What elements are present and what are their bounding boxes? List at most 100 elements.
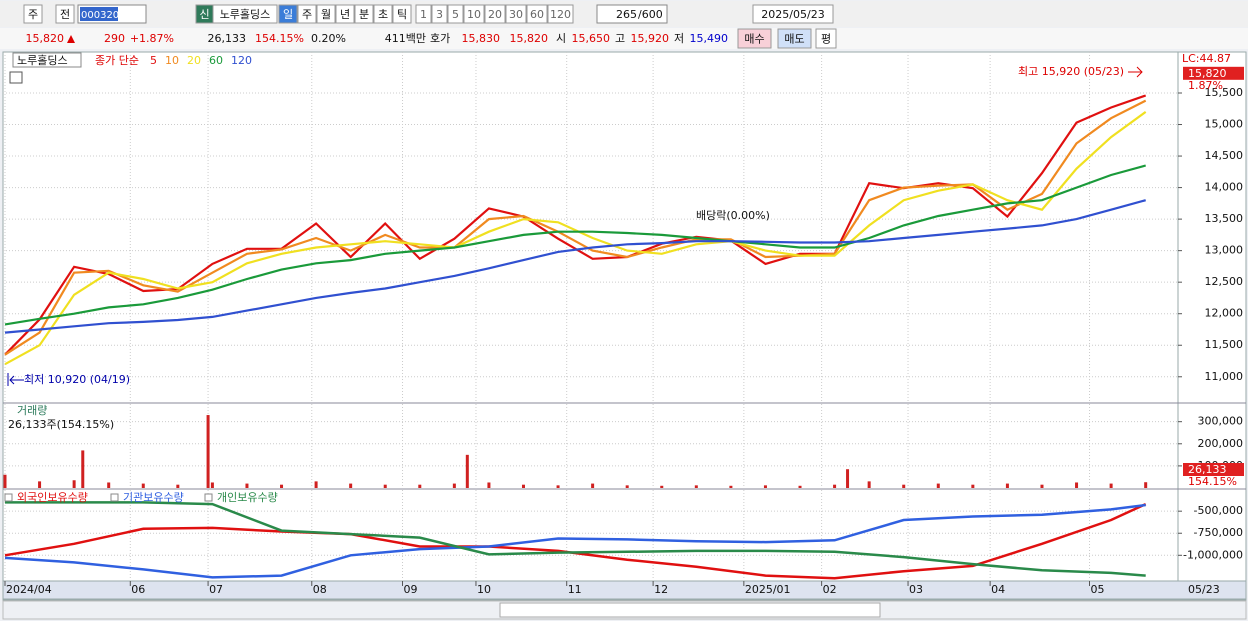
volume-bar bbox=[1075, 482, 1079, 488]
quote-bar bbox=[0, 28, 1248, 49]
count-button-box[interactable] bbox=[447, 4, 464, 24]
series-line bbox=[4, 199, 1146, 334]
volume-bar bbox=[694, 485, 698, 488]
market-button[interactable]: 주 bbox=[28, 8, 38, 21]
x-tick-label: 03 bbox=[909, 583, 923, 596]
sell-button[interactable]: 매도 bbox=[784, 33, 804, 46]
volume-bar bbox=[1005, 483, 1009, 488]
lc-label: LC:44.87 bbox=[1182, 52, 1231, 65]
x-tick-label: 10 bbox=[477, 583, 491, 596]
buy-button-box[interactable] bbox=[737, 28, 772, 49]
last-price: 15,820 bbox=[1188, 67, 1227, 80]
legend-check[interactable] bbox=[204, 493, 213, 502]
y-tick-label: 300,000 bbox=[1198, 415, 1244, 428]
count-button[interactable]: 30 bbox=[509, 8, 523, 21]
date-input[interactable]: 2025/05/23 bbox=[761, 8, 824, 21]
prev-button[interactable]: 전 bbox=[60, 8, 70, 21]
count-button-box[interactable] bbox=[431, 4, 448, 24]
legend-entry: 120 bbox=[231, 54, 252, 67]
count-button-box[interactable] bbox=[526, 4, 548, 24]
stock-name[interactable]: 노루홀딩스 bbox=[220, 8, 271, 21]
period-button[interactable]: 틱 bbox=[397, 8, 407, 21]
chart-title: 노루홀딩스 bbox=[17, 54, 68, 67]
volume-bar bbox=[846, 469, 850, 488]
stock-name-box[interactable] bbox=[212, 4, 278, 24]
count-button-box[interactable] bbox=[484, 4, 506, 24]
quote-ask: 15,830 bbox=[462, 32, 501, 45]
count: 265 bbox=[616, 8, 637, 21]
last-volume: 26,133 bbox=[1188, 463, 1227, 476]
quote-low-label: 저 bbox=[674, 32, 684, 45]
chart-area bbox=[2, 51, 1247, 601]
period-button-box[interactable] bbox=[392, 4, 412, 24]
dividend-annotation: 배당락(0.00%) bbox=[696, 209, 770, 222]
count-button[interactable]: 5 bbox=[452, 8, 459, 21]
period-button-box[interactable] bbox=[335, 4, 355, 24]
period-button[interactable]: 분 bbox=[359, 8, 369, 21]
count-button[interactable]: 3 bbox=[436, 8, 443, 21]
legend-check[interactable] bbox=[110, 493, 119, 502]
volume-bar bbox=[798, 485, 802, 488]
volume-bar bbox=[591, 483, 595, 488]
avg-button[interactable]: 평 bbox=[821, 33, 831, 46]
quote-high: 15,920 bbox=[631, 32, 670, 45]
count-button[interactable]: 60 bbox=[530, 8, 544, 21]
legend-entry: 20 bbox=[187, 54, 201, 67]
period-button-box[interactable] bbox=[373, 4, 393, 24]
quote-bid: 15,820 bbox=[510, 32, 549, 45]
period-button-box[interactable] bbox=[354, 4, 374, 24]
period-button-box[interactable] bbox=[297, 4, 317, 24]
x-tick-label: 2025/01 bbox=[745, 583, 791, 596]
count-input[interactable] bbox=[596, 4, 668, 24]
period-button[interactable]: 주 bbox=[302, 8, 312, 21]
volume-bar bbox=[625, 485, 629, 488]
count-button[interactable]: 20 bbox=[488, 8, 502, 21]
buy-button[interactable]: 매수 bbox=[744, 33, 764, 46]
volume-bar bbox=[971, 484, 975, 488]
x-tick-label: 04 bbox=[991, 583, 1005, 596]
y-tick-label: 200,000 bbox=[1198, 437, 1244, 450]
count-button[interactable]: 10 bbox=[467, 8, 481, 21]
period-button-box[interactable] bbox=[278, 4, 298, 24]
name-tag: 신 bbox=[199, 8, 209, 21]
sell-button-box[interactable] bbox=[777, 28, 812, 49]
period-button[interactable]: 초 bbox=[378, 8, 388, 21]
calendar-icon[interactable] bbox=[9, 71, 23, 84]
volume-bar bbox=[521, 484, 525, 488]
y-tick-label: 15,000 bbox=[1205, 118, 1244, 131]
y-tick-label: 13,000 bbox=[1205, 244, 1244, 257]
quote-turnover: 0.20% bbox=[311, 32, 346, 45]
legend-check[interactable] bbox=[4, 493, 13, 502]
period-button[interactable]: 일 bbox=[283, 7, 293, 21]
quote-volume-pct: 154.15% bbox=[255, 32, 304, 45]
quote-change-pct: +1.87% bbox=[130, 32, 174, 45]
last-pct: 1.87% bbox=[1188, 79, 1223, 92]
period-button[interactable]: 월 bbox=[321, 8, 331, 21]
legend-entry: 기관보유수량 bbox=[123, 491, 184, 504]
quote-amount: 411백만 bbox=[385, 32, 426, 45]
volume-bar bbox=[245, 483, 249, 488]
volume-bar bbox=[38, 481, 42, 488]
volume-bar bbox=[280, 484, 284, 488]
count-button[interactable]: 1 bbox=[420, 8, 427, 21]
count-button-box[interactable] bbox=[463, 4, 485, 24]
count-button-box[interactable] bbox=[415, 4, 432, 24]
volume-bar bbox=[210, 482, 214, 488]
volume-bar bbox=[107, 482, 111, 488]
x-tick-label: 02 bbox=[823, 583, 837, 596]
period-button-box[interactable] bbox=[316, 4, 336, 24]
count-button[interactable]: 120 bbox=[550, 8, 571, 21]
period-button[interactable]: 년 bbox=[340, 8, 350, 21]
series-line bbox=[5, 501, 1146, 577]
volume-bar bbox=[867, 481, 871, 488]
volume-bar bbox=[1144, 482, 1148, 488]
avg-button-box[interactable] bbox=[815, 28, 837, 49]
count-button-box[interactable] bbox=[547, 4, 574, 24]
date-input-box[interactable] bbox=[752, 4, 834, 24]
scroll-thumb[interactable] bbox=[499, 602, 881, 618]
count-button-box[interactable] bbox=[505, 4, 527, 24]
market-button-box[interactable] bbox=[23, 4, 43, 24]
prev-button-box[interactable] bbox=[55, 4, 75, 24]
y-tick-label: 11,000 bbox=[1205, 370, 1244, 383]
